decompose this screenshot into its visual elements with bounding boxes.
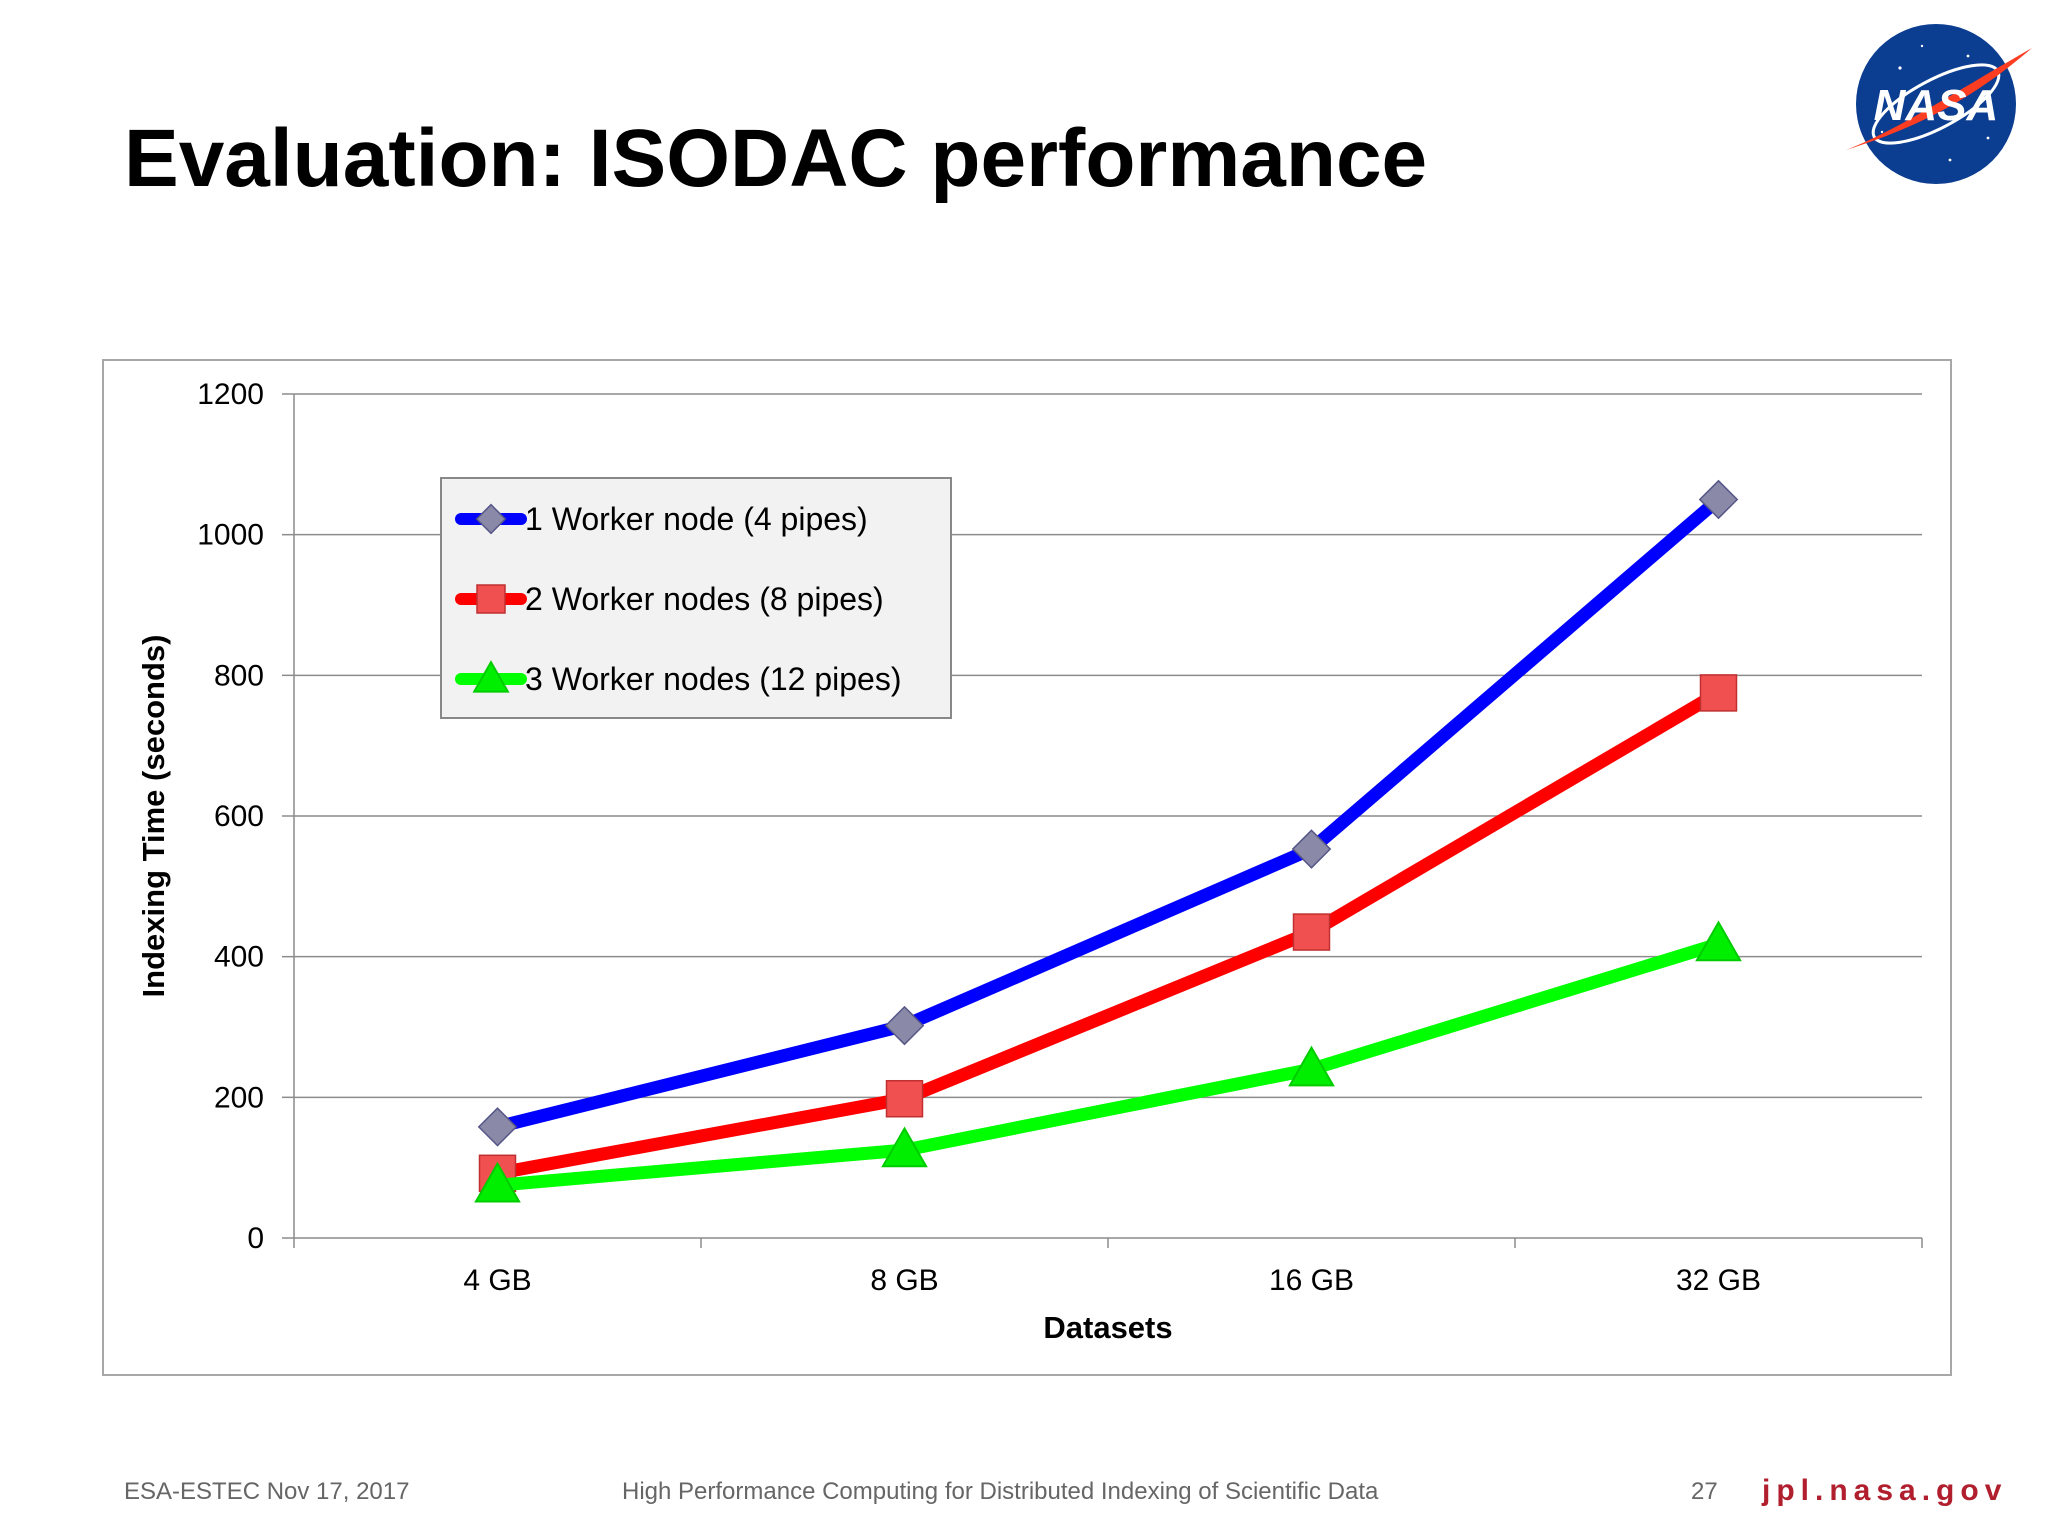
chart-frame: 0 200 400 600 800 1000 1200 4 GB 8 GB 16 GB 32 GB D… bbox=[102, 359, 1952, 1376]
footer-title: High Performance Computing for Distribut… bbox=[622, 1478, 1379, 1505]
x-tick-label: 32 GB bbox=[1676, 1264, 1761, 1297]
series-lines bbox=[474, 479, 1742, 1203]
square-marker bbox=[885, 1079, 924, 1118]
legend-entry: 2 Worker nodes (8 pipes) bbox=[525, 581, 884, 617]
y-tick-label: 0 bbox=[247, 1222, 264, 1255]
y-tick-label: 1200 bbox=[197, 378, 264, 411]
legend-entry: 3 Worker nodes (12 pipes) bbox=[525, 661, 901, 697]
footer-site: jpl.nasa.gov bbox=[1762, 1474, 2008, 1507]
series-line bbox=[491, 686, 1725, 1180]
slide-title: Evaluation: ISODAC performance bbox=[124, 113, 1428, 204]
triangle-marker bbox=[474, 1161, 521, 1203]
triangle-marker bbox=[1288, 1045, 1335, 1087]
y-tick-label: 400 bbox=[214, 941, 264, 974]
footer-date: ESA-ESTEC Nov 17, 2017 bbox=[124, 1478, 410, 1505]
diamond-marker bbox=[1698, 479, 1739, 520]
x-tick-label: 8 GB bbox=[870, 1264, 938, 1297]
x-tick-label: 16 GB bbox=[1269, 1264, 1354, 1297]
y-tick-label: 200 bbox=[214, 1081, 264, 1114]
y-axis-title: Indexing Time (seconds) bbox=[136, 635, 171, 998]
series-line bbox=[491, 937, 1725, 1192]
triangle-marker bbox=[472, 660, 510, 693]
triangle-marker bbox=[881, 1126, 928, 1168]
square-marker bbox=[1292, 913, 1331, 951]
diamond-marker bbox=[475, 503, 507, 535]
series-line bbox=[491, 493, 1725, 1134]
legend-entry: 1 Worker node (4 pipes) bbox=[525, 501, 868, 537]
y-tick-label: 600 bbox=[214, 800, 264, 833]
square-marker bbox=[1699, 674, 1738, 712]
diamond-marker bbox=[884, 1005, 925, 1046]
triangle-marker bbox=[1695, 920, 1742, 962]
y-tick-label: 800 bbox=[214, 659, 264, 692]
diamond-marker bbox=[1291, 829, 1332, 869]
diamond-marker bbox=[477, 1107, 518, 1147]
nasa-logo: NASA bbox=[1846, 24, 2032, 184]
page-number: 27 bbox=[1691, 1478, 1718, 1505]
x-axis-title: Datasets bbox=[1043, 1310, 1172, 1345]
legend: 1 Worker node (4 pipes) 2 Worker nodes (8… bbox=[440, 477, 952, 719]
svg-text:NASA: NASA bbox=[1874, 81, 1999, 130]
y-tick-label: 1000 bbox=[197, 519, 264, 552]
square-marker bbox=[476, 584, 506, 614]
line-chart: 0 200 400 600 800 1000 1200 4 GB 8 GB 16 GB 32 GB D… bbox=[136, 378, 1923, 1345]
axes: 0 200 400 600 800 1000 1200 4 GB 8 GB 16 GB 32 GB D… bbox=[136, 378, 1923, 1345]
x-tick-label: 4 GB bbox=[463, 1264, 531, 1297]
